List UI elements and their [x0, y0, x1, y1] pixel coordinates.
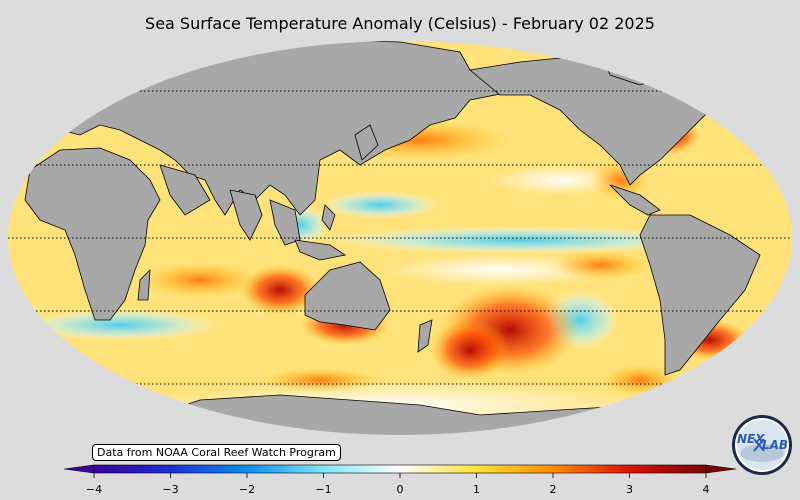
colorbar-tick-label: −2 — [239, 483, 255, 496]
south-america-land — [639, 214, 761, 376]
logo-text-right: LAB — [762, 438, 788, 452]
colorbar-left-cap — [63, 464, 95, 474]
map-title: Sea Surface Temperature Anomaly (Celsius… — [145, 14, 655, 33]
australia-land — [304, 261, 391, 331]
colorbar-tick-label: 4 — [703, 483, 710, 496]
colorbar-ticks: −4 −3 −2 −1 0 1 2 3 4 — [86, 473, 710, 496]
colorbar: −4 −3 −2 −1 0 1 2 3 4 — [63, 464, 737, 496]
nexlab-logo-icon: NEX LAB — [732, 415, 792, 475]
colorbar-tick-label: −4 — [86, 483, 102, 496]
data-credit-label: Data from NOAA Coral Reef Watch Program — [92, 444, 341, 461]
equatorial-cool-band — [320, 226, 720, 254]
colorbar-tick-label: −1 — [315, 483, 331, 496]
colorbar-tick-label: 2 — [550, 483, 557, 496]
colorbar-tick-label: 1 — [473, 483, 480, 496]
colorbar-right-cap — [705, 464, 737, 474]
india-land — [229, 189, 263, 241]
colorbar-tick-label: 3 — [626, 483, 633, 496]
colorbar-gradient — [93, 464, 707, 474]
arabia-land — [159, 164, 211, 216]
colorbar-tick-label: 0 — [397, 483, 404, 496]
africa-land — [24, 147, 161, 321]
colorbar-tick-label: −3 — [162, 483, 178, 496]
